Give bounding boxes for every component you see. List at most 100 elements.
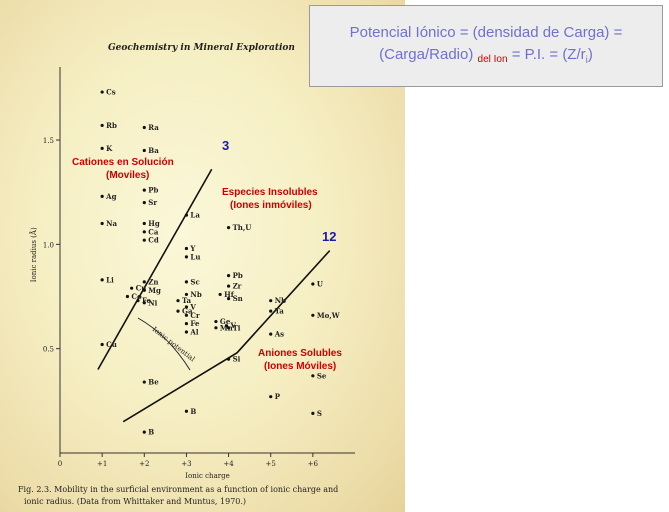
point-sc: [184, 280, 189, 284]
point-mow: [311, 313, 315, 317]
formula-subscript-ion: del Ion: [477, 54, 508, 65]
point-sn: [226, 297, 231, 301]
point-la: [184, 213, 189, 217]
point-rb: [100, 123, 104, 128]
point-label: Co: [131, 292, 142, 301]
point-cu: [130, 286, 134, 290]
point-ta: [269, 309, 273, 313]
point-v: [184, 305, 189, 309]
point-cr: [184, 313, 189, 317]
point-co: [125, 294, 130, 299]
point-be: [142, 380, 146, 384]
y-axis-title: Ionic radius (Å): [29, 227, 38, 282]
formula-close: ): [587, 46, 593, 63]
point-label: B: [148, 428, 154, 437]
point-label: Ta: [275, 307, 285, 316]
point-ca: [142, 230, 146, 234]
y-tick-label: 1.5: [43, 137, 54, 145]
x-tick-label: +4: [223, 460, 234, 468]
point-label: Cs: [106, 88, 116, 97]
cations-label-line1: Cationes en Solución: [72, 157, 174, 168]
point-ta: [176, 299, 180, 303]
point-label: Ge: [220, 317, 231, 326]
x-tick-label: +6: [308, 460, 319, 468]
ionic-potential-lines: [97, 168, 331, 423]
x-tick-label: +5: [266, 460, 276, 468]
formula-line2: (Carga/Radio) del Ion = P.I. = (Z/ri): [310, 44, 662, 72]
point-label: Rb: [106, 121, 117, 130]
point-label: Nb: [275, 296, 286, 305]
x-tick-label: 0: [58, 460, 62, 468]
y-tick-label: 0.5: [43, 346, 54, 354]
point-fe: [184, 322, 189, 326]
y-tick-label: 1.0: [43, 241, 54, 249]
point-label: Y: [189, 244, 196, 253]
point-label: K: [106, 144, 113, 153]
point-label: Ta: [182, 296, 192, 305]
point-si: [226, 357, 231, 361]
point-label: U: [317, 279, 323, 288]
point-label: V: [189, 302, 196, 311]
point-label: Mn: [220, 323, 233, 332]
point-zn: [142, 280, 146, 284]
point-label: Ra: [148, 123, 159, 132]
point-label: Pb: [148, 186, 158, 195]
ionic-potential-arc: [137, 317, 191, 371]
point-zr: [226, 284, 231, 288]
point-label: As: [274, 330, 284, 339]
cations-label-line2: (Moviles): [106, 170, 149, 181]
point-nb: [184, 292, 189, 297]
point-label: Lu: [190, 252, 200, 261]
point-label: Se: [317, 371, 327, 380]
point-label: B: [190, 407, 196, 416]
point-cs: [100, 90, 104, 94]
formula-box: Potencial Iónico = (densidad de Carga) =…: [309, 5, 663, 87]
insoluble-label-line1: Especies Insolubles: [222, 187, 318, 198]
anions-label-line1: Aniones Solubles: [258, 348, 342, 359]
x-tick-label: +3: [181, 460, 191, 468]
point-label: Ba: [148, 146, 159, 155]
point-ni: [142, 301, 146, 305]
boundary-line: [122, 250, 331, 423]
point-label: Ga: [182, 307, 193, 316]
formula-line1: Potencial Iónico = (densidad de Carga) =: [349, 24, 623, 41]
point-label: Al: [189, 327, 198, 336]
point-label: Hg: [148, 219, 160, 228]
x-tick-label: +1: [97, 460, 107, 468]
point-label: Cu: [136, 284, 147, 293]
mobility-chart: Geochemistry in Mineral Exploration 0 +1 +…: [18, 43, 355, 506]
ionic-potential-12-label: 12: [322, 229, 336, 244]
ionic-potential-3-label: 3: [222, 138, 229, 153]
point-thu: [226, 226, 231, 230]
point-ge: [214, 319, 218, 324]
caption-line1: Fig. 2.3. Mobility in the surficial envi…: [18, 485, 338, 494]
point-se: [311, 374, 315, 378]
book-header: Geochemistry in Mineral Exploration: [108, 43, 295, 53]
point-label: Fe: [142, 296, 152, 305]
boundary-line: [97, 168, 213, 370]
point-sr: [142, 201, 146, 205]
point-ba: [142, 148, 146, 153]
point-label: Na: [106, 219, 117, 228]
point-label: Mg: [148, 286, 161, 295]
point-k: [100, 146, 104, 150]
point-label: S: [317, 409, 322, 418]
point-b: [184, 409, 189, 413]
point-label: Ag: [105, 192, 116, 201]
point-al: [184, 330, 189, 334]
point-hf: [218, 292, 222, 297]
point-hg: [142, 221, 146, 226]
point-p: [269, 395, 273, 399]
point-cd: [142, 238, 146, 242]
point-fe: [136, 299, 140, 303]
point-mg: [142, 288, 146, 292]
formula-pi: = P.I. = (Z/r: [511, 46, 586, 63]
point-label: Th,U: [233, 223, 252, 232]
point-label: Sn: [233, 294, 243, 303]
point-label: Cu: [106, 340, 117, 349]
point-nb: [269, 299, 273, 303]
point-pb: [142, 188, 146, 192]
point-label: Sr: [148, 198, 157, 207]
point-cu: [100, 342, 104, 347]
